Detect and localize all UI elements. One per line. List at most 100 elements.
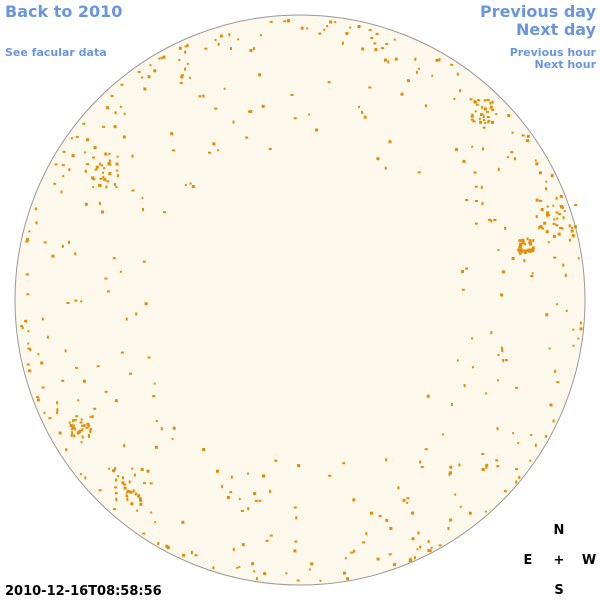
facula: [208, 151, 211, 154]
facula: [113, 125, 117, 129]
previous-hour-link[interactable]: Previous hour: [510, 46, 597, 59]
facula: [198, 95, 202, 98]
facula: [529, 242, 532, 246]
facula: [249, 110, 253, 113]
facula: [86, 422, 90, 425]
facula: [358, 105, 360, 108]
facula: [496, 427, 499, 431]
facula: [570, 229, 574, 233]
facula: [165, 544, 169, 548]
facula: [385, 43, 389, 45]
facula: [110, 94, 114, 97]
facula: [116, 155, 119, 158]
facula: [261, 104, 265, 108]
facula: [217, 149, 220, 152]
facula: [26, 363, 30, 366]
facula: [471, 145, 474, 148]
facula: [472, 120, 476, 123]
facula: [361, 110, 364, 114]
facula: [180, 74, 184, 77]
facula: [346, 577, 349, 581]
facula: [376, 157, 380, 161]
facula: [75, 135, 79, 138]
facula: [472, 366, 474, 369]
facula: [81, 424, 84, 427]
back-link[interactable]: Back to 2010: [5, 2, 122, 21]
facula: [393, 563, 397, 567]
facula: [204, 47, 208, 50]
facula: [402, 498, 406, 502]
facula: [480, 113, 484, 116]
facula: [230, 47, 232, 50]
facula: [202, 448, 206, 451]
facula: [530, 249, 534, 253]
facula: [120, 83, 124, 86]
facula: [475, 103, 479, 106]
facula: [577, 337, 580, 340]
compass-center: +: [554, 553, 565, 568]
facula: [155, 420, 158, 422]
facula: [547, 214, 551, 217]
facula: [579, 321, 582, 325]
facula: [91, 176, 95, 180]
facula: [160, 57, 163, 60]
facula: [523, 259, 526, 263]
facula: [400, 92, 404, 96]
facula: [142, 532, 146, 535]
facula: [546, 211, 550, 215]
facular-link[interactable]: See facular data: [5, 46, 107, 59]
facula: [283, 20, 287, 23]
facula: [474, 185, 478, 188]
facula: [91, 415, 94, 419]
facula: [389, 527, 393, 530]
facula: [481, 453, 485, 455]
facula: [191, 185, 195, 188]
facula: [230, 475, 233, 479]
facula: [113, 183, 116, 186]
facula: [114, 486, 118, 489]
facula: [122, 476, 125, 480]
previous-day-link[interactable]: Previous day: [480, 2, 597, 21]
facula: [557, 232, 561, 236]
facula: [394, 57, 398, 61]
facula: [535, 162, 539, 166]
facula: [178, 59, 181, 61]
facula: [252, 47, 255, 51]
facula: [66, 302, 70, 304]
facula: [550, 174, 554, 178]
facula: [56, 411, 59, 415]
facula: [117, 174, 119, 178]
facula: [99, 177, 103, 180]
facula: [115, 186, 118, 189]
facula: [172, 426, 176, 430]
facula: [482, 126, 486, 129]
facula: [101, 210, 104, 214]
facula: [92, 178, 96, 181]
next-hour-link[interactable]: Next hour: [535, 58, 597, 71]
facula: [146, 469, 150, 473]
facula: [315, 128, 319, 132]
facula: [545, 187, 547, 191]
facula: [258, 499, 262, 502]
facula: [258, 73, 262, 77]
facula: [480, 185, 483, 189]
facula: [556, 217, 559, 220]
facula: [485, 463, 489, 467]
facula: [308, 113, 311, 116]
facula: [463, 384, 466, 388]
facula: [136, 509, 139, 512]
facula: [556, 381, 560, 384]
facula: [46, 335, 49, 339]
facula: [71, 154, 75, 158]
facula: [485, 392, 488, 395]
facula: [365, 532, 368, 536]
facula: [35, 221, 38, 225]
facula: [213, 142, 216, 146]
facula: [407, 79, 410, 83]
facula: [562, 216, 565, 220]
facula: [54, 163, 58, 166]
next-day-link[interactable]: Next day: [516, 20, 597, 39]
facula: [188, 76, 191, 79]
facula: [468, 511, 472, 515]
